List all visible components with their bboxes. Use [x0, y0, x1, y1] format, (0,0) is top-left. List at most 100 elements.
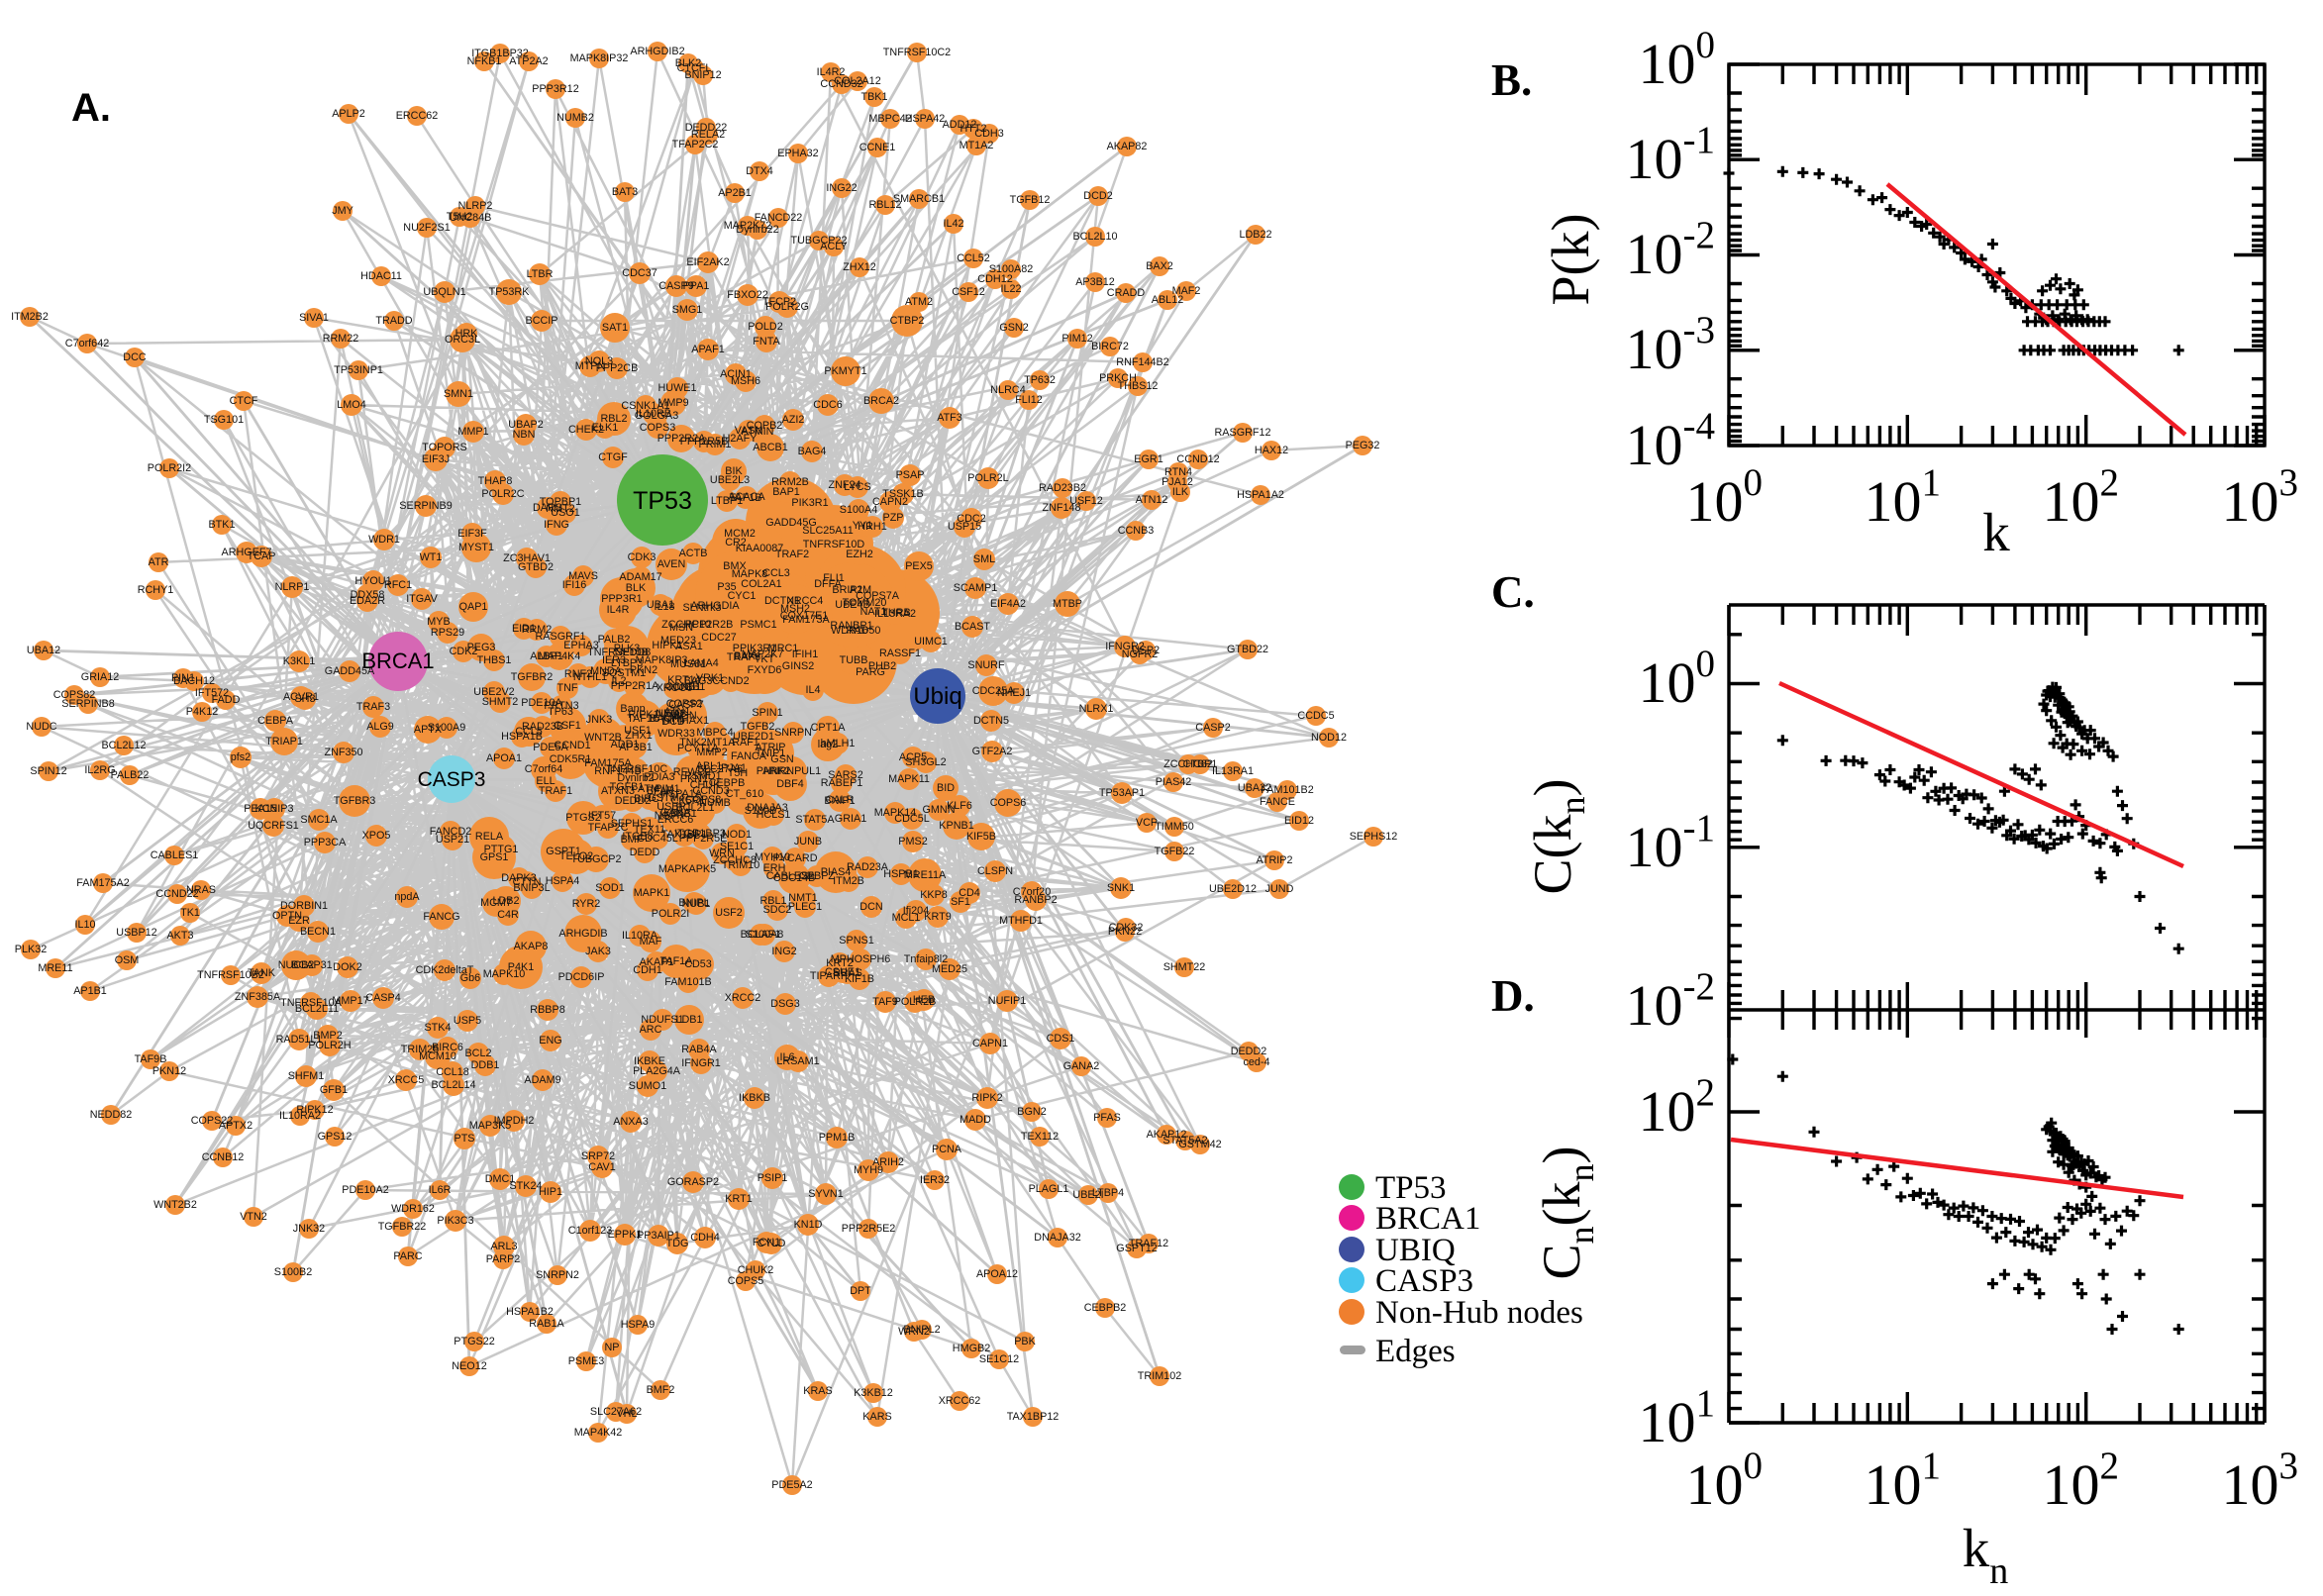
svg-text:VTN2: VTN2 — [240, 1211, 267, 1223]
svg-text:S100A9: S100A9 — [428, 722, 465, 734]
svg-text:RTN4: RTN4 — [1164, 466, 1192, 478]
svg-text:CDK3: CDK3 — [628, 551, 656, 563]
svg-text:RIPK2: RIPK2 — [971, 1092, 1002, 1104]
svg-text:TFAP2C: TFAP2C — [588, 822, 629, 834]
svg-text:ATP2A2: ATP2A2 — [509, 55, 548, 67]
svg-text:MMP9: MMP9 — [657, 397, 688, 409]
svg-text:CDC45L: CDC45L — [637, 833, 677, 845]
svg-text:ABL1: ABL1 — [696, 760, 722, 772]
svg-text:GPS1: GPS1 — [480, 851, 509, 863]
svg-text:BCL2L12: BCL2L12 — [101, 740, 146, 751]
svg-text:RRM2: RRM2 — [522, 624, 553, 636]
svg-text:POLD2: POLD2 — [748, 321, 782, 333]
svg-text:CCL18: CCL18 — [436, 1066, 469, 1078]
svg-text:PEG3: PEG3 — [467, 642, 496, 653]
svg-text:MAP4K42: MAP4K42 — [574, 1427, 623, 1439]
svg-text:CTBP1: CTBP1 — [1183, 758, 1218, 770]
svg-text:DCN: DCN — [859, 901, 882, 913]
svg-text:PZP: PZP — [883, 512, 904, 524]
svg-text:NEO1: NEO1 — [656, 708, 684, 720]
svg-text:JMY: JMY — [332, 205, 354, 217]
svg-text:PIN1: PIN1 — [171, 672, 195, 684]
svg-text:lag2: lag2 — [818, 739, 838, 750]
svg-text:PIM12: PIM12 — [1061, 333, 1092, 345]
svg-text:JAK3: JAK3 — [585, 946, 611, 957]
svg-text:QAP1: QAP1 — [459, 601, 488, 613]
svg-text:TUBB: TUBB — [840, 654, 868, 666]
svg-text:PYCARD: PYCARD — [773, 852, 818, 864]
svg-text:ALG9: ALG9 — [366, 721, 394, 733]
svg-text:RFWD2: RFWD2 — [673, 766, 711, 778]
svg-text:ACVR1: ACVR1 — [283, 691, 319, 703]
svg-text:BIRC6: BIRC6 — [432, 1042, 463, 1053]
svg-text:NUMB2: NUMB2 — [556, 112, 594, 124]
svg-text:TKT: TKT — [755, 653, 775, 665]
svg-text:SNRPN2: SNRPN2 — [536, 1269, 579, 1281]
svg-text:TP53AP1: TP53AP1 — [1099, 787, 1145, 799]
svg-text:BNIPL: BNIPL — [678, 897, 709, 909]
svg-text:CAPN2: CAPN2 — [872, 496, 908, 508]
svg-text:BIRC7: BIRC7 — [634, 793, 665, 805]
svg-text:S100A4: S100A4 — [840, 504, 877, 516]
svg-text:IER3: IER3 — [602, 654, 626, 666]
svg-text:PDCD6IP: PDCD6IP — [558, 971, 605, 983]
svg-text:TGFB1: TGFB1 — [610, 781, 645, 793]
svg-text:TGFB12: TGFB12 — [1010, 194, 1051, 206]
svg-text:LDB1: LDB1 — [675, 1014, 702, 1026]
svg-text:USBP12: USBP12 — [116, 927, 156, 939]
svg-text:PDE5A2: PDE5A2 — [771, 1479, 812, 1491]
svg-text:FANCG: FANCG — [423, 911, 459, 923]
svg-text:IFIH1: IFIH1 — [792, 648, 818, 660]
svg-text:BCCIP: BCCIP — [526, 315, 558, 327]
svg-text:USO1: USO1 — [551, 507, 579, 519]
svg-text:THRB: THRB — [881, 607, 910, 619]
svg-text:BECN1: BECN1 — [300, 926, 336, 938]
svg-text:TAF1B: TAF1B — [730, 492, 762, 504]
svg-text:ITM2B: ITM2B — [833, 875, 864, 887]
svg-text:ATN1: ATN1 — [664, 706, 691, 718]
svg-text:HTT: HTT — [663, 715, 684, 727]
svg-text:DCD: DCD — [661, 716, 685, 728]
svg-text:GSPT12: GSPT12 — [1116, 1243, 1157, 1254]
svg-text:CDH3: CDH3 — [974, 128, 1003, 140]
svg-text:RAD51L1: RAD51L1 — [276, 1034, 323, 1046]
svg-text:APOA12: APOA12 — [976, 1268, 1018, 1280]
svg-text:USP15: USP15 — [948, 521, 981, 533]
svg-text:NUCB1: NUCB1 — [669, 681, 706, 693]
svg-text:ILK: ILK — [1172, 486, 1189, 498]
svg-text:WRN: WRN — [709, 848, 735, 859]
svg-text:MPHOSPH6: MPHOSPH6 — [831, 953, 891, 965]
svg-text:EDA2R: EDA2R — [350, 595, 385, 607]
svg-text:PSMC1: PSMC1 — [740, 619, 776, 631]
svg-text:SNRPN: SNRPN — [774, 727, 812, 739]
svg-text:SRP72: SRP72 — [581, 1150, 615, 1162]
svg-text:MAPK14: MAPK14 — [874, 807, 917, 819]
svg-text:CEBPB2: CEBPB2 — [1084, 1302, 1127, 1314]
svg-text:AP3B12: AP3B12 — [1075, 276, 1115, 288]
svg-text:P(k): P(k) — [1541, 214, 1600, 306]
svg-text:NOL3: NOL3 — [585, 355, 613, 367]
svg-text:PSIP1: PSIP1 — [758, 1172, 788, 1184]
svg-text:CDC37: CDC37 — [622, 267, 656, 279]
svg-text:CCNE1: CCNE1 — [859, 142, 896, 153]
svg-text:ERCC6: ERCC6 — [657, 814, 694, 826]
svg-text:ATXN3: ATXN3 — [601, 785, 635, 797]
svg-text:TNFRSF10C2: TNFRSF10C2 — [883, 47, 951, 58]
svg-text:APOA1: APOA1 — [486, 752, 522, 764]
svg-text:UBE2I: UBE2I — [1072, 1189, 1103, 1201]
svg-text:DEDD2: DEDD2 — [615, 795, 652, 807]
svg-text:USP5: USP5 — [454, 1015, 481, 1027]
svg-text:SQSTM1: SQSTM1 — [602, 667, 646, 679]
svg-text:SH3: SH3 — [294, 693, 315, 705]
svg-text:TP53INP1: TP53INP1 — [334, 364, 383, 376]
svg-text:A2M: A2M — [850, 584, 871, 596]
svg-text:C.: C. — [1491, 567, 1535, 617]
svg-text:STAT5A2: STAT5A2 — [1162, 1135, 1207, 1147]
svg-text:PJA12: PJA12 — [1162, 476, 1193, 488]
svg-text:BCL2L1: BCL2L1 — [675, 802, 714, 814]
svg-text:PPM1B: PPM1B — [819, 1132, 856, 1144]
svg-text:DAPK3: DAPK3 — [501, 872, 536, 884]
svg-text:COPS82: COPS82 — [53, 689, 96, 701]
svg-text:PIAS42: PIAS42 — [1156, 776, 1192, 788]
svg-text:HIP1: HIP1 — [539, 1186, 562, 1198]
